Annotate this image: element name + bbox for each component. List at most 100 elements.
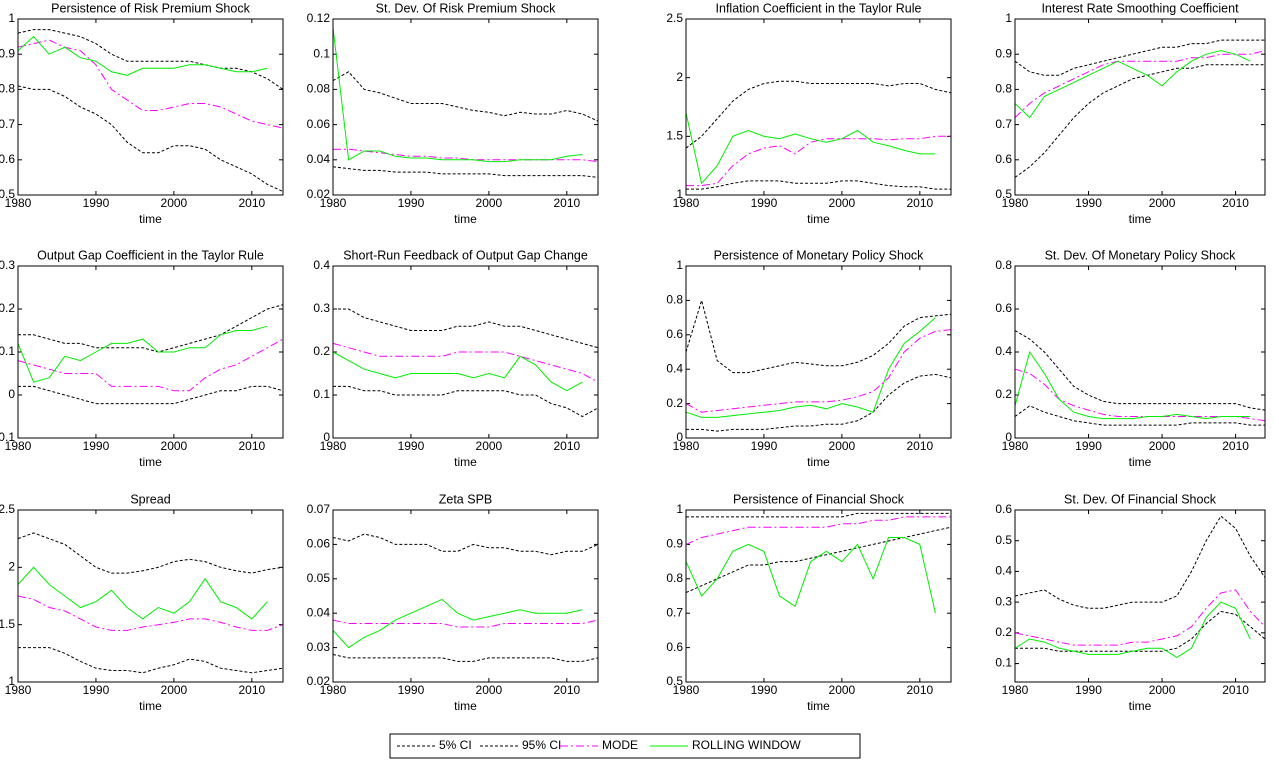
- y-tick-label: 0.2: [0, 301, 15, 315]
- series-line: [332, 533, 599, 556]
- y-tick-label: 0.6: [995, 502, 1012, 516]
- series-line: [1014, 330, 1266, 411]
- x-tick-label: 2000: [476, 683, 503, 697]
- y-tick-label: 0.06: [307, 537, 331, 551]
- y-tick-label: 0.6: [0, 152, 15, 166]
- x-tick-label: 2000: [1149, 439, 1176, 453]
- y-tick-label: -0.1: [0, 430, 15, 444]
- x-tick-label: 1990: [751, 196, 778, 210]
- plot-area: [686, 510, 951, 682]
- y-tick-label: 1.5: [0, 617, 15, 631]
- y-tick-label: 0.8: [0, 82, 15, 96]
- x-axis-label: time: [139, 455, 162, 469]
- x-tick-label: 1980: [673, 196, 700, 210]
- axes-box: [332, 265, 599, 439]
- x-tick-label: 2010: [1222, 439, 1249, 453]
- x-axis-label: time: [139, 699, 162, 713]
- x-tick-label: 1980: [5, 683, 32, 697]
- axes-box: [1014, 265, 1266, 439]
- x-tick-label: 1980: [1002, 196, 1029, 210]
- x-tick-label: 1990: [1075, 683, 1102, 697]
- y-tick-label: 0.04: [307, 605, 331, 619]
- y-tick-label: 1.5: [666, 129, 683, 143]
- series-line: [1015, 610, 1266, 652]
- y-tick-label: 0.9: [995, 46, 1012, 60]
- x-tick-label: 2010: [553, 683, 580, 697]
- plot-area: [18, 266, 283, 438]
- x-axis-label: time: [807, 699, 830, 713]
- series-line: [1014, 350, 1251, 420]
- series-line: [685, 298, 952, 374]
- series-line: [332, 654, 599, 662]
- plot-area: [1015, 266, 1265, 438]
- x-tick-label: 1980: [5, 439, 32, 453]
- x-axis-label: time: [139, 212, 162, 226]
- y-tick-label: 0.12: [307, 11, 331, 25]
- chart-title: Short-Run Feedback of Output Gap Change: [343, 248, 588, 262]
- y-tick-label: 0.9: [666, 537, 683, 551]
- y-tick-label: 0.5: [666, 674, 683, 688]
- series-line: [332, 27, 583, 163]
- series-line: [17, 35, 268, 76]
- series-line: [17, 325, 268, 383]
- x-tick-label: 2010: [238, 439, 265, 453]
- y-tick-label: 0.1: [0, 344, 15, 358]
- axes-box: [332, 509, 599, 683]
- x-tick-label: 1990: [398, 683, 425, 697]
- y-tick-label: 0: [323, 430, 330, 444]
- chart-title: St. Dev. Of Financial Shock: [1064, 492, 1217, 506]
- series-line: [332, 598, 583, 649]
- x-tick-label: 2000: [161, 439, 188, 453]
- axes-box: [1014, 18, 1266, 196]
- series-line: [1014, 64, 1265, 178]
- chart-title: St. Dev. Of Risk Premium Shock: [376, 1, 556, 15]
- x-tick-label: 1980: [320, 196, 347, 210]
- x-tick-label: 2010: [553, 196, 580, 210]
- y-tick-label: 0.06: [307, 117, 331, 131]
- y-tick-label: 2: [676, 70, 683, 84]
- y-tick-label: 0: [8, 387, 15, 401]
- x-tick-label: 1990: [1075, 196, 1102, 210]
- series-line: [1014, 405, 1265, 426]
- x-tick-label: 2000: [1149, 683, 1176, 697]
- chart-title: Output Gap Coefficient in the Taylor Rul…: [37, 248, 264, 262]
- y-tick-label: 0.2: [995, 625, 1012, 639]
- y-tick-label: 0.03: [307, 640, 331, 654]
- plot-area: [686, 266, 951, 438]
- x-tick-label: 1980: [320, 683, 347, 697]
- series-line: [17, 595, 284, 631]
- legend-label: 95% CI: [522, 738, 561, 752]
- series-line: [333, 385, 599, 418]
- x-tick-label: 2000: [829, 196, 856, 210]
- series-line: [18, 647, 284, 674]
- series-line: [18, 385, 284, 405]
- legend-label: 5% CI: [439, 738, 472, 752]
- chart-title: Persistence of Monetary Policy Shock: [714, 248, 925, 262]
- y-tick-label: 1: [676, 502, 683, 516]
- series-line: [686, 180, 951, 190]
- y-tick-label: 0.5: [995, 187, 1012, 201]
- x-tick-label: 1990: [751, 439, 778, 453]
- chart-title: Spread: [130, 492, 170, 506]
- axes-box: [332, 18, 599, 196]
- y-tick-label: 0.3: [0, 258, 15, 272]
- series-line: [685, 80, 952, 149]
- axes-box: [1014, 509, 1266, 683]
- y-tick-label: 0.05: [307, 571, 331, 585]
- series-line: [333, 308, 599, 349]
- x-tick-label: 1980: [1002, 683, 1029, 697]
- x-axis-label: time: [1129, 212, 1152, 226]
- y-tick-label: 0.4: [995, 344, 1012, 358]
- chart-title: Persistence of Risk Premium Shock: [51, 1, 250, 15]
- y-tick-label: 0.07: [307, 502, 331, 516]
- x-tick-label: 2010: [1222, 196, 1249, 210]
- series-line: [332, 166, 599, 178]
- y-tick-label: 0.7: [995, 117, 1012, 131]
- axes-box: [685, 265, 952, 439]
- y-tick-label: 1: [8, 11, 15, 25]
- y-tick-label: 0.7: [0, 117, 15, 131]
- x-tick-label: 2010: [1222, 683, 1249, 697]
- x-tick-label: 2010: [906, 683, 933, 697]
- plot-area: [18, 510, 283, 682]
